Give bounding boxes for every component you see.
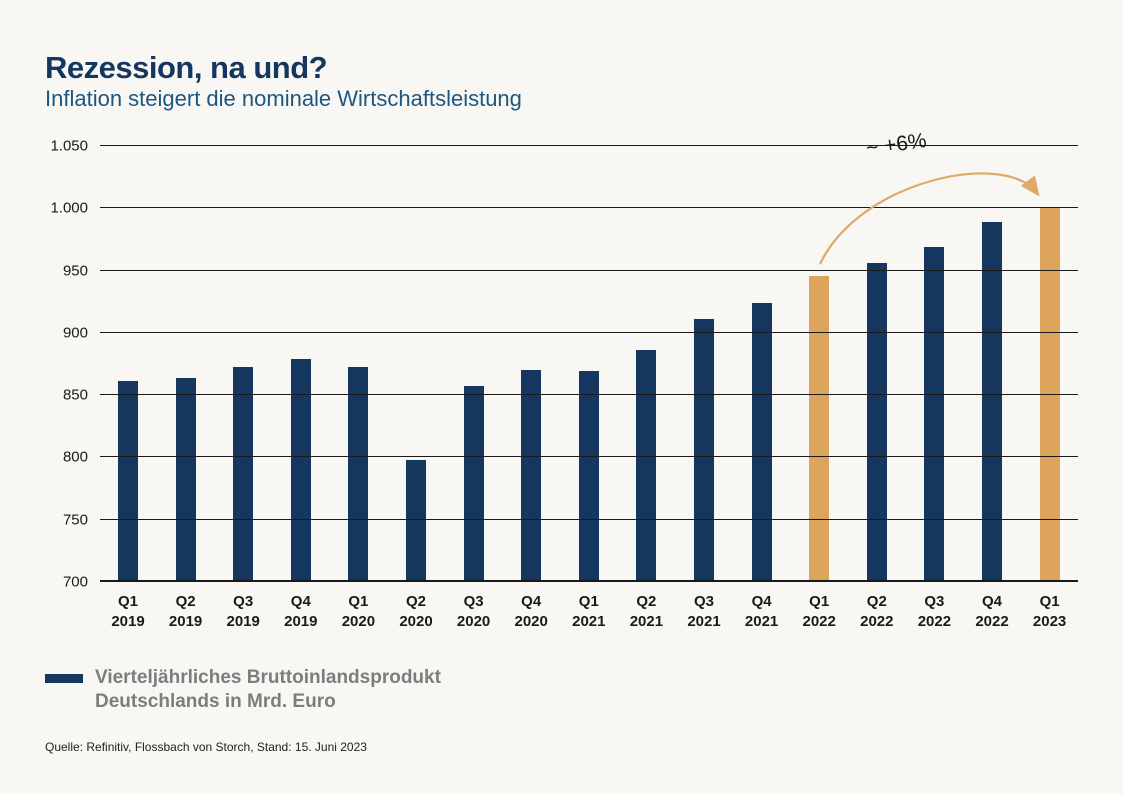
x-tick-year-q3-2019: 2019 (226, 613, 260, 630)
x-tick-year-q1-2022: 2022 (802, 613, 836, 630)
bar-q4-2020 (521, 370, 542, 582)
x-tick-quarter-q1-2020: Q1 (348, 593, 369, 610)
page-subtitle: Inflation steigert die nominale Wirtscha… (45, 86, 522, 111)
bar-q2-2020 (406, 459, 426, 582)
x-tick-quarter-q2-2019: Q2 (175, 593, 196, 610)
x-tick-year-q2-2019: 2019 (168, 613, 203, 630)
gridline-900 (100, 331, 1078, 333)
x-tick-year-q4-2022: 2022 (975, 613, 1009, 630)
plot-area: ~ +6% (100, 129, 1078, 582)
gridline-1000 (100, 207, 1078, 209)
bar-q4-2022 (982, 222, 1002, 582)
bar-q3-2019 (233, 366, 254, 582)
x-tick-year-q3-2020: 2020 (456, 613, 491, 630)
x-tick-label-q4-2019: Q4 2019 (284, 592, 317, 632)
x-tick-label-q3-2019: Q3 2019 (227, 592, 260, 632)
x-axis: Q1 2019 Q2 2019 Q3 2019 Q4 2019 Q1 2020 Q2 2020 Q3 20… (100, 592, 1078, 636)
growth-arrow-icon (819, 172, 1040, 265)
x-tick-quarter-q2-2022: Q2 (866, 593, 887, 610)
bar-q1-2021 (578, 371, 599, 582)
bar-q1-2020 (348, 366, 369, 582)
x-tick-quarter-q1-2019: Q1 (117, 593, 138, 610)
bar-q1-2022 (809, 275, 830, 582)
bar-q3-2020 (463, 386, 484, 582)
x-tick-quarter-q1-2023: Q1 (1039, 593, 1060, 610)
gridline-750 (100, 518, 1078, 520)
y-tick-label-750: 750 (62, 511, 88, 529)
legend-label-line2: Deutschlands in Mrd. Euro (95, 691, 336, 712)
x-tick-quarter-q3-2020: Q3 (463, 593, 484, 610)
legend: Vierteljährliches Bruttoinlandsprodukt D… (45, 666, 441, 714)
x-tick-quarter-q2-2020: Q2 (405, 593, 426, 610)
x-tick-label-q1-2023: Q1 2023 (1033, 592, 1066, 632)
x-tick-year-q1-2021: 2021 (572, 613, 606, 630)
x-tick-quarter-q3-2021: Q3 (693, 593, 714, 610)
x-tick-label-q3-2021: Q3 2021 (687, 592, 720, 632)
x-tick-quarter-q4-2020: Q4 (521, 593, 542, 610)
gridline-950 (100, 269, 1078, 271)
x-tick-year-q2-2020: 2020 (399, 613, 433, 630)
x-tick-year-q4-2020: 2020 (514, 613, 548, 630)
x-tick-year-q3-2022: 2022 (917, 613, 952, 630)
x-tick-quarter-q4-2022: Q4 (981, 593, 1002, 610)
x-tick-label-q4-2022: Q4 2022 (975, 592, 1008, 632)
legend-label: Vierteljährliches Bruttoinlandsprodukt D… (95, 666, 441, 714)
x-tick-quarter-q1-2022: Q1 (809, 593, 830, 610)
bar-q3-2021 (694, 319, 714, 582)
bar-q1-2019 (118, 381, 138, 582)
y-tick-label-1050: 1.050 (50, 137, 88, 155)
x-tick-quarter-q3-2019: Q3 (233, 593, 254, 610)
x-tick-quarter-q3-2022: Q3 (924, 593, 945, 610)
bar-q3-2022 (924, 246, 945, 582)
x-tick-label-q2-2019: Q2 2019 (169, 592, 202, 632)
legend-swatch (45, 674, 83, 683)
x-tick-year-q1-2019: 2019 (111, 613, 145, 630)
x-tick-label-q1-2020: Q1 2020 (342, 592, 375, 632)
y-tick-label-800: 800 (62, 448, 88, 466)
x-tick-quarter-q2-2021: Q2 (636, 593, 657, 610)
x-tick-year-q2-2021: 2021 (629, 613, 664, 630)
gridline-800 (100, 456, 1078, 458)
source-note: Quelle: Refinitiv, Flossbach von Storch,… (45, 740, 367, 754)
y-tick-label-950: 950 (62, 262, 88, 280)
gridline-700 (100, 580, 1078, 582)
x-tick-quarter-q1-2021: Q1 (578, 593, 599, 610)
bar-q2-2022 (866, 263, 887, 582)
x-tick-quarter-q4-2021: Q4 (751, 593, 772, 610)
bar-q4-2021 (751, 302, 772, 582)
x-tick-year-q3-2021: 2021 (687, 613, 721, 630)
x-tick-label-q4-2021: Q4 2021 (745, 592, 778, 632)
bar-q4-2019 (290, 359, 311, 582)
x-tick-year-q4-2019: 2019 (284, 613, 318, 630)
x-tick-label-q1-2022: Q1 2022 (803, 592, 836, 632)
legend-label-line1: Vierteljährliches Bruttoinlandsprodukt (95, 667, 441, 688)
y-tick-label-700: 700 (62, 573, 88, 591)
x-tick-quarter-q4-2019: Q4 (290, 593, 311, 610)
y-tick-label-850: 850 (62, 386, 88, 404)
x-tick-label-q2-2022: Q2 2022 (860, 592, 893, 632)
x-tick-label-q3-2020: Q3 2020 (457, 592, 490, 632)
x-tick-label-q2-2021: Q2 2021 (630, 592, 663, 632)
x-tick-year-q2-2022: 2022 (860, 613, 894, 630)
bar-q2-2021 (636, 350, 657, 582)
y-tick-label-1000: 1.000 (50, 199, 88, 217)
bar-q2-2019 (175, 377, 196, 582)
x-tick-label-q1-2019: Q1 2019 (111, 592, 144, 632)
y-axis: 700 750 800 850 900 950 1.000 1.050 (0, 138, 88, 591)
x-tick-year-q4-2021: 2021 (744, 613, 779, 630)
x-tick-year-q1-2023: 2023 (1032, 613, 1067, 630)
x-tick-label-q1-2021: Q1 2021 (572, 592, 605, 632)
gridline-1050 (100, 145, 1078, 146)
x-tick-label-q3-2022: Q3 2022 (918, 592, 951, 632)
y-tick-label-900: 900 (62, 324, 88, 342)
page-title: Rezession, na und? (45, 50, 328, 85)
x-tick-year-q1-2020: 2020 (341, 613, 376, 630)
gridline-850 (100, 394, 1078, 396)
x-tick-label-q4-2020: Q4 2020 (515, 592, 548, 632)
x-tick-label-q2-2020: Q2 2020 (399, 592, 432, 632)
